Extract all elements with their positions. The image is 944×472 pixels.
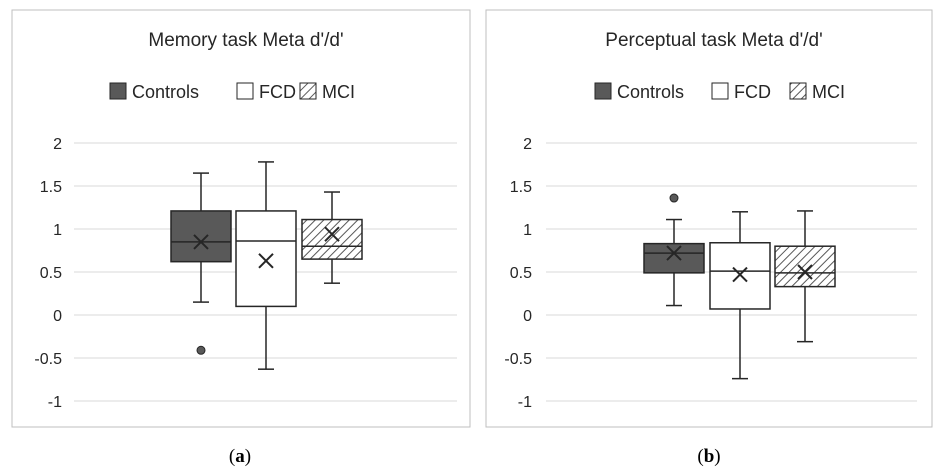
y-tick-label-a: -1 [48, 394, 62, 411]
outlier-point-controls-a [196, 345, 206, 355]
chart-panel-b: Perceptual task Meta d'/d' Controls FCD … [485, 9, 933, 428]
chart-title-b: Perceptual task Meta d'/d' [605, 30, 822, 51]
outlier-point-controls-b [669, 193, 679, 203]
y-tick-label-b: 0 [523, 308, 532, 325]
y-tick-label-a: 1.5 [40, 179, 62, 196]
plot-area-b: 2 1.5 1 0.5 0 -0.5 -1 [504, 136, 917, 411]
caption-a: (a) [229, 446, 251, 467]
chart-panel-a: Memory task Meta d'/d' Controls FCD MCI … [11, 9, 471, 428]
mean-marker-mci-a [324, 226, 340, 242]
y-tick-label-a: 0.5 [40, 265, 62, 282]
legend-a: Controls FCD MCI [109, 82, 355, 102]
legend-label-fcd-a: FCD [259, 82, 296, 102]
y-tick-label-b: 1 [523, 222, 532, 239]
y-tick-label-b: 1.5 [510, 179, 532, 196]
box-mci-b [774, 245, 836, 288]
y-tick-label-b: -1 [518, 394, 532, 411]
mean-marker-controls-a [193, 234, 209, 250]
y-tick-label-a: -0.5 [34, 351, 62, 368]
legend-swatch-controls-a [109, 82, 127, 100]
mean-marker-fcd-b [732, 266, 748, 283]
mean-marker-controls-b [666, 245, 682, 261]
box-controls-a [170, 210, 232, 263]
legend-label-mci-a: MCI [322, 82, 355, 102]
y-tick-label-b: 2 [523, 136, 532, 153]
legend-label-mci-b: MCI [812, 82, 845, 102]
box-fcd-a [235, 210, 297, 308]
y-tick-label-b: -0.5 [504, 351, 532, 368]
y-tick-label-a: 0 [53, 308, 62, 325]
y-tick-label-a: 2 [53, 136, 62, 153]
caption-b: (b) [697, 446, 720, 467]
legend-swatch-mci-b [789, 82, 807, 100]
y-tick-label-a: 1 [53, 222, 62, 239]
chart-frame-b [485, 9, 933, 428]
y-tick-label-b: 0.5 [510, 265, 532, 282]
box-mci-a [301, 218, 363, 260]
legend-label-controls-a: Controls [132, 82, 199, 102]
legend-b: Controls FCD MCI [594, 82, 845, 102]
mean-marker-fcd-a [258, 253, 274, 269]
box-controls-b [643, 242, 705, 274]
chart-title-a: Memory task Meta d'/d' [148, 30, 343, 51]
legend-swatch-fcd-b [711, 82, 729, 100]
legend-label-fcd-b: FCD [734, 82, 771, 102]
legend-swatch-mci-a [299, 82, 317, 100]
plot-area-a: 2 1.5 1 0.5 0 -0.5 -1 [34, 136, 457, 411]
legend-swatch-fcd-a [236, 82, 254, 100]
legend-swatch-controls-b [594, 82, 612, 100]
legend-label-controls-b: Controls [617, 82, 684, 102]
mean-marker-mci-b [797, 264, 813, 280]
